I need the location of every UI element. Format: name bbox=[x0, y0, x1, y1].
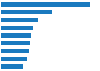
Bar bbox=[1, 64, 23, 69]
Bar bbox=[1, 57, 27, 61]
Bar bbox=[1, 26, 32, 30]
Bar bbox=[1, 33, 31, 38]
Bar bbox=[1, 41, 30, 45]
Bar bbox=[1, 49, 29, 53]
Bar bbox=[1, 2, 90, 7]
Bar bbox=[1, 18, 38, 22]
Bar bbox=[1, 10, 52, 14]
